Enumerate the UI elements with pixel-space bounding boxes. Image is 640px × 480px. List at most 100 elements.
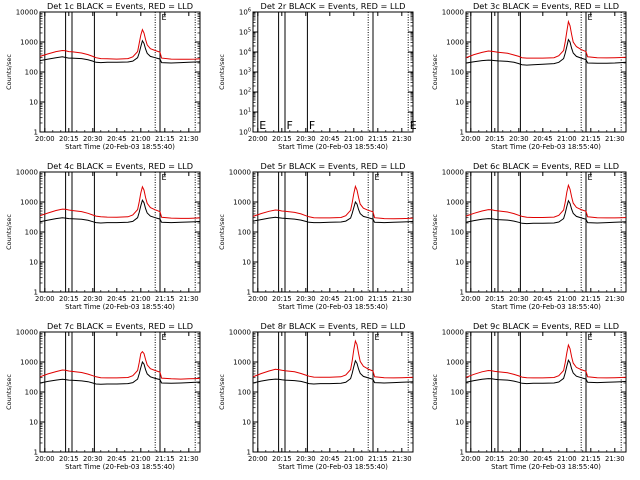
x-tick-label: 21:00 <box>557 295 577 303</box>
y-tick-label: 10 <box>29 99 38 107</box>
x-tick-label: 21:30 <box>179 455 199 463</box>
segment-marker-label: F <box>287 119 293 132</box>
y-tick-label: 10 <box>455 419 464 427</box>
plot-frame <box>39 171 201 293</box>
x-tick-label: 20:45 <box>533 295 553 303</box>
x-tick-label: 21:30 <box>392 295 412 303</box>
y-tick-label: 1 <box>460 129 464 137</box>
y-tick-label: 1 <box>247 449 251 457</box>
detector-chart: Det 4c BLACK = Events, RED = LLD 1 10 100 10… <box>5 161 201 311</box>
x-tick-label: 20:30 <box>296 455 316 463</box>
x-axis-label: Start Time (20-Feb-03 18:55:40) <box>491 143 601 151</box>
x-tick-label: 20:00 <box>248 295 268 303</box>
x-axis-label: Start Time (20-Feb-03 18:55:40) <box>491 463 601 471</box>
y-tick-label: 1000 <box>20 359 38 367</box>
y-tick-label: 1000 <box>233 359 251 367</box>
detector-chart: Det 5r BLACK = Events, RED = LLD 1 10 100 10… <box>218 161 414 311</box>
x-tick-label: 21:15 <box>368 135 388 143</box>
y-axis-label: Counts/sec <box>431 374 439 410</box>
chart-title: Det 6c BLACK = Events, RED = LLD <box>473 161 619 171</box>
x-tick-label: 21:30 <box>605 135 625 143</box>
x-tick-label: 21:30 <box>605 455 625 463</box>
segment-marker-label: E <box>588 333 593 342</box>
detector-chart: Det 3c BLACK = Events, RED = LLD 1 10 100 10… <box>431 1 627 151</box>
plot-frame <box>465 11 627 133</box>
x-axis-label: Start Time (20-Feb-03 18:55:40) <box>65 303 175 311</box>
x-tick-label: 20:45 <box>107 455 127 463</box>
y-axis-label: Counts/sec <box>431 54 439 90</box>
plot-frame <box>465 171 627 293</box>
x-tick-label: 20:15 <box>59 455 79 463</box>
plot-frame <box>39 11 201 133</box>
x-axis-label: Start Time (20-Feb-03 18:55:40) <box>278 303 388 311</box>
lld-series-line <box>465 183 627 219</box>
x-tick-label: 20:15 <box>485 135 505 143</box>
x-tick-label: 20:15 <box>272 135 292 143</box>
y-tick-label: 10 <box>29 259 38 267</box>
y-axis-label: Counts/sec <box>431 214 439 250</box>
chart-title: Det 3c BLACK = Events, RED = LLD <box>473 1 619 11</box>
plot-frame <box>252 331 414 453</box>
y-axis-label: Counts/sec <box>218 214 226 250</box>
y-tick-label: 101 <box>239 108 251 117</box>
events-series-line <box>39 360 201 385</box>
plot-frame <box>39 331 201 453</box>
y-tick-label: 1 <box>460 449 464 457</box>
events-series-line <box>39 199 201 224</box>
x-tick-label: 20:30 <box>83 295 103 303</box>
y-tick-label: 10000 <box>229 169 251 177</box>
x-axis-label: Start Time (20-Feb-03 18:55:40) <box>65 143 175 151</box>
detector-panel: Det 1c BLACK = Events, RED = LLD 1 10 100 10… <box>0 0 213 160</box>
y-tick-label: 100 <box>25 389 38 397</box>
chart-title: Det 7c BLACK = Events, RED = LLD <box>47 321 193 331</box>
x-tick-label: 21:30 <box>179 295 199 303</box>
y-tick-label: 10000 <box>229 329 251 337</box>
segment-marker-label: E <box>375 333 380 342</box>
x-tick-label: 21:15 <box>581 135 601 143</box>
y-tick-label: 10 <box>455 99 464 107</box>
y-axis-label: Counts/sec <box>5 214 13 250</box>
x-tick-label: 20:30 <box>296 295 316 303</box>
x-tick-label: 20:45 <box>320 295 340 303</box>
lld-series-line <box>465 19 627 59</box>
y-tick-label: 102 <box>239 88 251 97</box>
x-tick-label: 20:00 <box>461 295 481 303</box>
x-tick-label: 21:15 <box>155 295 175 303</box>
x-tick-label: 21:15 <box>155 455 175 463</box>
detector-panel: Det 6c BLACK = Events, RED = LLD 1 10 100 10… <box>426 160 639 320</box>
y-tick-label: 1 <box>34 289 38 297</box>
x-axis-label: Start Time (20-Feb-03 18:55:40) <box>278 143 388 151</box>
detector-panel: Det 8r BLACK = Events, RED = LLD 1 10 100 10… <box>213 320 426 480</box>
detector-panel: Det 9c BLACK = Events, RED = LLD 1 10 100 10… <box>426 320 639 480</box>
x-tick-label: 20:15 <box>59 135 79 143</box>
y-tick-label: 1000 <box>446 359 464 367</box>
x-tick-label: 20:45 <box>533 455 553 463</box>
y-tick-label: 100 <box>25 229 38 237</box>
y-tick-label: 10000 <box>16 9 38 17</box>
chart-title: Det 9c BLACK = Events, RED = LLD <box>473 321 619 331</box>
x-tick-label: 21:00 <box>131 295 151 303</box>
x-tick-label: 20:45 <box>533 135 553 143</box>
x-tick-label: 21:30 <box>392 455 412 463</box>
x-tick-label: 20:30 <box>509 295 529 303</box>
segment-marker-label: E <box>162 173 167 182</box>
segment-marker-label: E <box>162 333 167 342</box>
x-tick-label: 20:45 <box>107 295 127 303</box>
x-tick-label: 20:45 <box>107 135 127 143</box>
segment-marker-label: E <box>375 173 380 182</box>
chart-title: Det 8r BLACK = Events, RED = LLD <box>261 321 406 331</box>
x-tick-label: 21:00 <box>344 455 364 463</box>
x-tick-label: 21:15 <box>368 295 388 303</box>
y-tick-label: 10 <box>242 419 251 427</box>
y-tick-label: 106 <box>239 8 251 17</box>
y-tick-label: 100 <box>451 69 464 77</box>
y-tick-label: 10000 <box>442 169 464 177</box>
detector-chart: Det 7c BLACK = Events, RED = LLD 1 10 100 10… <box>5 321 201 471</box>
y-axis-label: Counts/sec <box>5 374 13 410</box>
y-tick-label: 100 <box>25 69 38 77</box>
chart-title: Det 4c BLACK = Events, RED = LLD <box>47 161 193 171</box>
chart-title: Det 1c BLACK = Events, RED = LLD <box>47 1 193 11</box>
plot-frame <box>252 11 414 133</box>
x-tick-label: 20:15 <box>272 295 292 303</box>
x-tick-label: 20:00 <box>248 455 268 463</box>
